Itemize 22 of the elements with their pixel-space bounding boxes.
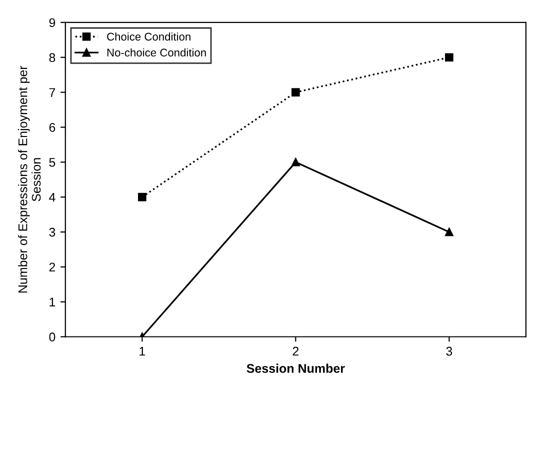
x-tick-label: 2 <box>292 346 299 356</box>
legend-label: No-choice Condition <box>107 48 206 57</box>
x-tick-label: 1 <box>140 346 146 356</box>
y-tick-label: 6 <box>49 123 56 132</box>
y-tick-label: 5 <box>49 158 56 167</box>
y-tick-label: 7 <box>49 88 56 97</box>
point <box>445 228 454 236</box>
point <box>138 192 146 202</box>
legend-label: Choice Condition <box>107 32 190 41</box>
y-axis-title: Number of Expressions of Enjoyment per Session <box>18 66 41 293</box>
y-tick-label: 2 <box>49 262 56 272</box>
point <box>291 88 300 96</box>
point <box>445 53 454 62</box>
y-tick-label: 1 <box>50 298 56 306</box>
y-tick-label: 9 <box>49 18 56 28</box>
y-tick-label: 4 <box>49 192 56 202</box>
x-tick-label: 3 <box>446 346 452 356</box>
x-axis-title: Session Number <box>246 364 345 373</box>
y-tick-label: 3 <box>49 228 56 237</box>
y-tick-label: 8 <box>49 53 56 62</box>
y-tick-label: 0 <box>49 332 56 342</box>
point <box>291 158 300 166</box>
